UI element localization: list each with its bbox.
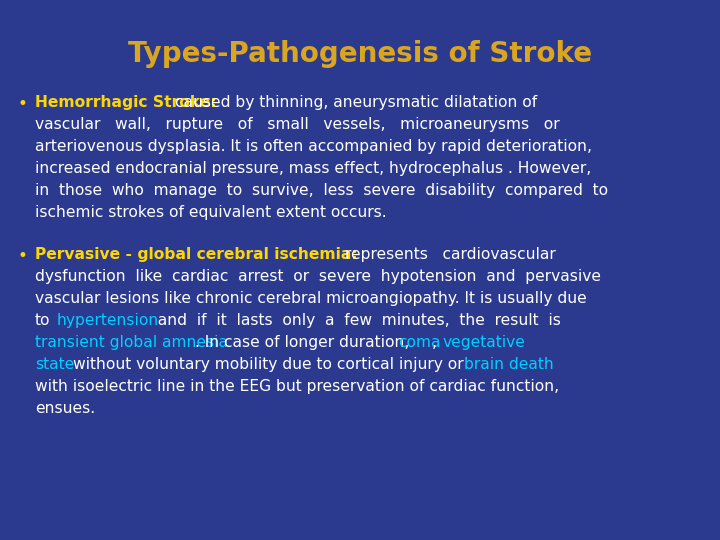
- Text: transient global amnesia: transient global amnesia: [35, 335, 228, 350]
- Text: vascular   wall,   rupture   of   small   vessels,   microaneurysms   or: vascular wall, rupture of small vessels,…: [35, 117, 559, 132]
- Text: brain death: brain death: [464, 357, 554, 372]
- Text: . In case of longer duration,: . In case of longer duration,: [195, 335, 410, 350]
- Text: vegetative: vegetative: [443, 335, 526, 350]
- Text: without voluntary mobility due to cortical injury or: without voluntary mobility due to cortic…: [73, 357, 464, 372]
- Text: •: •: [18, 95, 28, 113]
- Text: with isoelectric line in the EEG but preservation of cardiac function,: with isoelectric line in the EEG but pre…: [35, 379, 559, 394]
- Text: in  those  who  manage  to  survive,  less  severe  disability  compared  to: in those who manage to survive, less sev…: [35, 183, 608, 198]
- Text: •: •: [18, 247, 28, 265]
- Text: and  if  it  lasts  only  a  few  minutes,  the  result  is: and if it lasts only a few minutes, the …: [148, 313, 561, 328]
- Text: represents   cardiovascular: represents cardiovascular: [345, 247, 556, 262]
- Text: Types-Pathogenesis of Stroke: Types-Pathogenesis of Stroke: [128, 40, 592, 68]
- Text: ensues.: ensues.: [35, 401, 95, 416]
- Text: dysfunction  like  cardiac  arrest  or  severe  hypotension  and  pervasive: dysfunction like cardiac arrest or sever…: [35, 269, 601, 284]
- Text: coma: coma: [398, 335, 441, 350]
- Text: to: to: [35, 313, 50, 328]
- Text: ischemic strokes of equivalent extent occurs.: ischemic strokes of equivalent extent oc…: [35, 205, 387, 220]
- Text: Pervasive - global cerebral ischemia:: Pervasive - global cerebral ischemia:: [35, 247, 358, 262]
- Text: hypertension: hypertension: [57, 313, 159, 328]
- Text: Hemorrhagic Stroke:: Hemorrhagic Stroke:: [35, 95, 217, 110]
- Text: state: state: [35, 357, 74, 372]
- Text: vascular lesions like chronic cerebral microangiopathy. It is usually due: vascular lesions like chronic cerebral m…: [35, 291, 587, 306]
- Text: increased endocranial pressure, mass effect, hydrocephalus . However,: increased endocranial pressure, mass eff…: [35, 161, 591, 176]
- Text: caused by thinning, aneurysmatic dilatation of: caused by thinning, aneurysmatic dilatat…: [175, 95, 537, 110]
- Text: arteriovenous dysplasia. It is often accompanied by rapid deterioration,: arteriovenous dysplasia. It is often acc…: [35, 139, 592, 154]
- Text: ,: ,: [432, 335, 437, 350]
